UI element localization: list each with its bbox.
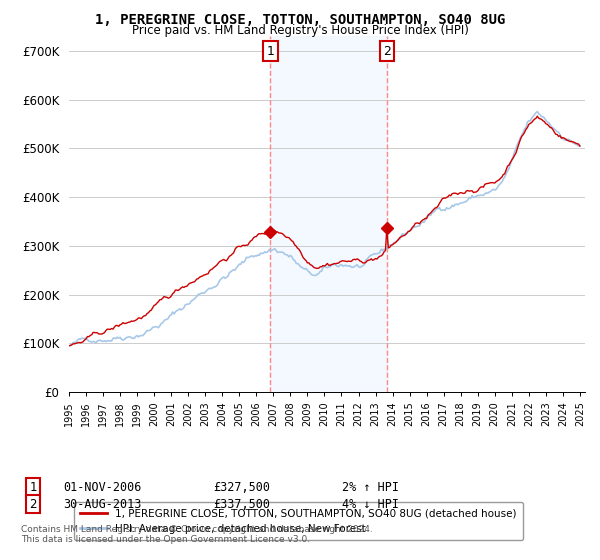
Text: 1, PEREGRINE CLOSE, TOTTON, SOUTHAMPTON, SO40 8UG: 1, PEREGRINE CLOSE, TOTTON, SOUTHAMPTON,…: [95, 13, 505, 27]
Text: Contains HM Land Registry data © Crown copyright and database right 2024.: Contains HM Land Registry data © Crown c…: [21, 525, 373, 534]
Text: 2: 2: [383, 44, 391, 58]
Text: £337,500: £337,500: [213, 497, 270, 511]
Text: £327,500: £327,500: [213, 480, 270, 494]
Text: Price paid vs. HM Land Registry's House Price Index (HPI): Price paid vs. HM Land Registry's House …: [131, 24, 469, 37]
Text: 1: 1: [29, 480, 37, 494]
Text: 1: 1: [266, 44, 274, 58]
Text: 2: 2: [29, 497, 37, 511]
Text: 01-NOV-2006: 01-NOV-2006: [63, 480, 142, 494]
Bar: [271, 36, 387, 392]
Text: This data is licensed under the Open Government Licence v3.0.: This data is licensed under the Open Gov…: [21, 535, 310, 544]
Text: 4% ↓ HPI: 4% ↓ HPI: [342, 497, 399, 511]
Legend: 1, PEREGRINE CLOSE, TOTTON, SOUTHAMPTON, SO40 8UG (detached house), HPI: Average: 1, PEREGRINE CLOSE, TOTTON, SOUTHAMPTON,…: [74, 502, 523, 540]
Text: 2% ↑ HPI: 2% ↑ HPI: [342, 480, 399, 494]
Text: 30-AUG-2013: 30-AUG-2013: [63, 497, 142, 511]
